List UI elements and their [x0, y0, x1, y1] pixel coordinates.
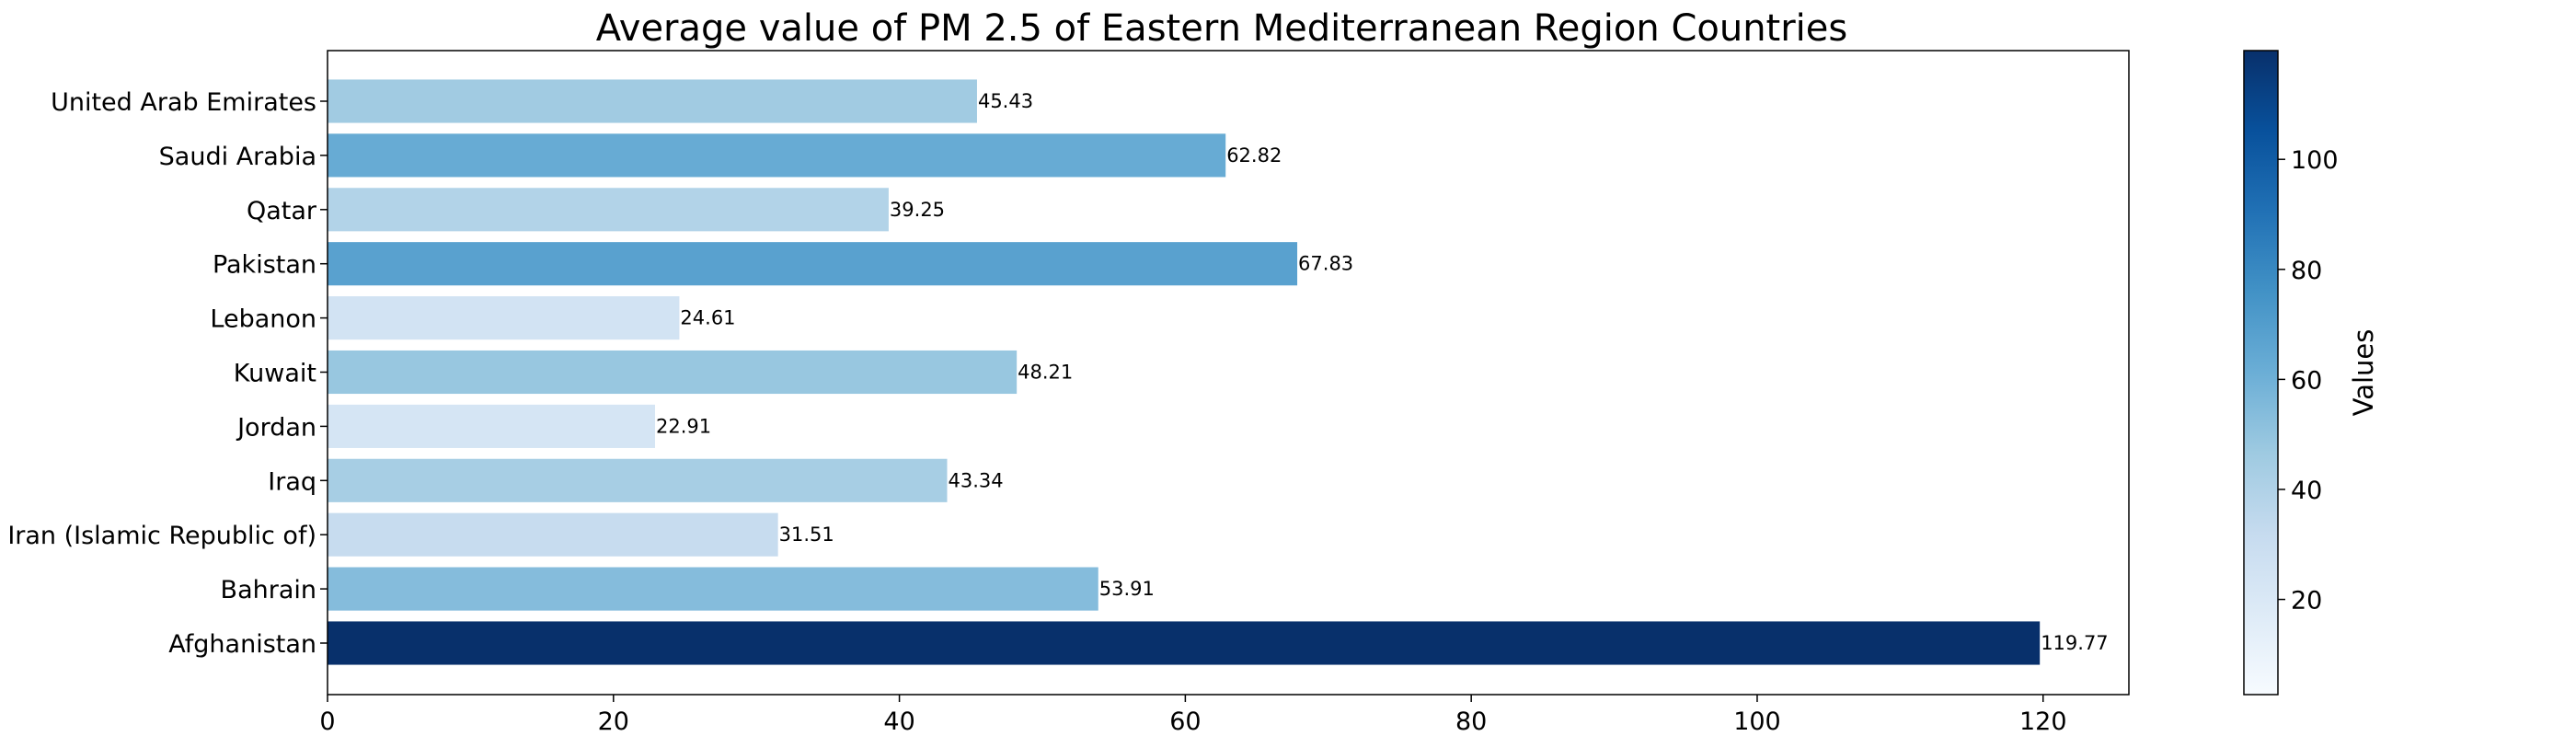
data-label-saudi-arabia: 62.82: [1226, 144, 1282, 167]
bar-iran-islamic-republic-of: [328, 512, 778, 557]
colorbar: 20 40 60 80 100 Values: [2243, 50, 2379, 696]
y-tick-label-iraq: Iraq: [268, 467, 316, 496]
x-tick-label: 120: [2019, 707, 2067, 736]
colorbar-tick-label: 80: [2291, 257, 2322, 285]
y-tick-label-afghanistan: Afghanistan: [168, 630, 316, 659]
data-label-jordan: 22.91: [656, 415, 711, 437]
bar-iraq: [328, 458, 948, 502]
bar-kuwait: [328, 350, 1018, 395]
bar-bahrain: [328, 567, 1098, 611]
plot-area: 119.77 Afghanistan 53.91 Bahrain 31.51 Iran (…: [7, 50, 2130, 736]
data-label-iran-islamic-republic-of: 31.51: [779, 523, 834, 546]
data-label-united-arab-emirates: 45.43: [978, 90, 1033, 112]
data-label-iraq: 43.34: [948, 469, 1003, 491]
data-label-lebanon: 24.61: [680, 307, 735, 329]
y-tick-label-qatar: Qatar: [247, 197, 317, 225]
bar-jordan: [328, 404, 656, 448]
colorbar-tick-label: 100: [2291, 146, 2339, 175]
axes-frame: [327, 50, 2130, 696]
y-tick-label-jordan: Jordan: [236, 413, 316, 442]
data-label-kuwait: 48.21: [1018, 362, 1073, 384]
y-tick-label-iran-islamic-republic-of: Iran (Islamic Republic of): [7, 522, 316, 550]
colorbar-tick-label: 60: [2291, 366, 2322, 395]
colorbar-tick-label: 20: [2291, 587, 2322, 615]
y-tick-label-bahrain: Bahrain: [221, 576, 316, 604]
x-tick-label: 40: [883, 707, 914, 736]
y-tick-label-pakistan: Pakistan: [213, 251, 316, 280]
colorbar-gradient: [2243, 50, 2279, 696]
data-label-qatar: 39.25: [890, 199, 945, 221]
x-tick-label: 0: [319, 707, 335, 736]
data-label-pakistan: 67.83: [1298, 253, 1353, 275]
bar-united-arab-emirates: [328, 79, 977, 123]
colorbar-label: Values: [2348, 329, 2379, 417]
chart-title: Average value of PM 2.5 of Eastern Medit…: [596, 7, 1848, 50]
y-tick-label-united-arab-emirates: United Arab Emirates: [51, 88, 316, 117]
bar-afghanistan: [328, 621, 2041, 665]
y-tick-label-kuwait: Kuwait: [234, 360, 316, 388]
x-tick-label: 20: [598, 707, 629, 736]
bar-saudi-arabia: [328, 133, 1226, 178]
colorbar-tick-label: 40: [2291, 477, 2322, 505]
x-tick-label: 80: [1455, 707, 1487, 736]
data-label-afghanistan: 119.77: [2041, 632, 2108, 654]
x-tick-label: 100: [1733, 707, 1781, 736]
y-tick-label-lebanon: Lebanon: [210, 305, 316, 334]
data-label-bahrain: 53.91: [1099, 578, 1155, 600]
bar-qatar: [328, 188, 889, 232]
y-tick-label-saudi-arabia: Saudi Arabia: [159, 143, 316, 171]
bar-lebanon: [328, 296, 680, 340]
bar-pakistan: [328, 242, 1298, 286]
x-tick-label: 60: [1169, 707, 1201, 736]
